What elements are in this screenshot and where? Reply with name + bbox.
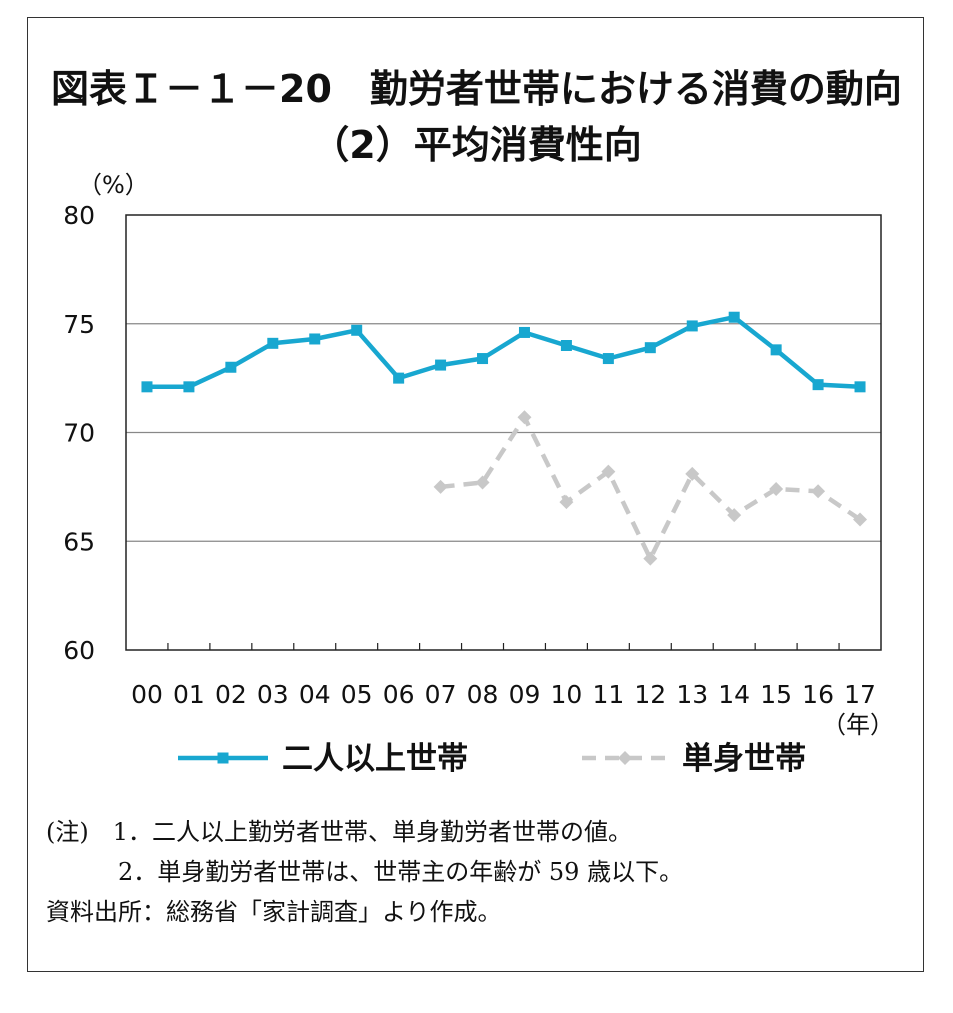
data-point [517, 410, 532, 425]
data-point [727, 508, 742, 523]
x-tick-label: 17 [844, 680, 876, 709]
data-point [433, 479, 448, 494]
y-axis-unit: （%） [78, 171, 149, 199]
data-point [602, 353, 614, 365]
x-tick-label: 15 [760, 680, 792, 709]
series-line-0 [147, 314, 861, 390]
x-tick-label: 00 [131, 680, 163, 709]
data-point [853, 512, 868, 527]
note-line-2: 2．単身勤労者世帯は、世帯主の年齢が 59 歳以下。 [46, 858, 684, 886]
data-point [393, 372, 405, 384]
data-point [518, 326, 530, 338]
x-tick-label: 08 [467, 680, 499, 709]
x-tick-label: 09 [509, 680, 541, 709]
gridlines [126, 323, 881, 542]
data-point [601, 464, 616, 479]
data-point [225, 361, 237, 373]
figure-frame [27, 17, 924, 972]
x-tick-label: 13 [676, 680, 708, 709]
x-tick-label: 16 [802, 680, 834, 709]
x-tick-label: 02 [215, 680, 247, 709]
chart-title: 図表Ｉ－１－20 勤労者世帯における消費の動向 [51, 67, 902, 111]
legend-marker [217, 752, 229, 764]
y-tick-label: 65 [63, 527, 95, 556]
y-tick-label: 60 [63, 636, 95, 665]
series-line-1 [440, 415, 862, 561]
legend-label-0: 二人以上世帯 [282, 741, 468, 777]
data-point [560, 340, 572, 351]
data-point [267, 337, 279, 349]
x-tick-label: 11 [592, 680, 624, 709]
data-point [812, 379, 824, 391]
axis-ticks [167, 643, 840, 650]
chart-subtitle: （2）平均消費性向 [311, 123, 642, 167]
legend-label-1: 単身世帯 [682, 741, 806, 777]
data-point [643, 551, 658, 566]
line-chart: 60 65 70 75 80 00 01 02 03 04 05 06 07 08 09 10 11 12 13 1… [63, 171, 894, 777]
data-point [686, 320, 698, 332]
note-line-1: (注) 1．二人以上勤労者世帯、単身勤労者世帯の値。 [46, 818, 632, 846]
x-axis-unit: （年） [822, 711, 894, 739]
y-axis-tick-labels: 60 65 70 75 80 [63, 201, 95, 665]
x-tick-label: 01 [173, 680, 205, 709]
y-tick-label: 75 [63, 310, 95, 339]
data-point [728, 311, 740, 323]
x-tick-label: 05 [341, 680, 373, 709]
data-point [769, 482, 784, 497]
data-point [770, 344, 782, 356]
x-tick-label: 14 [718, 680, 750, 709]
x-tick-label: 10 [551, 680, 583, 709]
x-tick-label: 07 [425, 680, 457, 709]
data-point [854, 381, 866, 393]
data-point [559, 495, 574, 510]
data-point [477, 353, 489, 365]
x-tick-label: 03 [257, 680, 289, 709]
x-tick-label: 06 [383, 680, 415, 709]
legend: 二人以上世帯 単身世帯 [178, 741, 806, 777]
data-point [435, 359, 447, 371]
series-lines [141, 311, 868, 566]
data-point [685, 466, 700, 481]
y-tick-label: 80 [63, 201, 95, 230]
data-point [811, 484, 826, 499]
y-tick-label: 70 [63, 419, 95, 448]
legend-marker [618, 751, 632, 765]
data-point [309, 333, 321, 345]
x-tick-label: 04 [299, 680, 331, 709]
data-point [183, 381, 195, 393]
x-tick-label: 12 [634, 680, 666, 709]
data-point [644, 342, 656, 354]
data-point [351, 324, 363, 336]
x-axis-tick-labels: 00 01 02 03 04 05 06 07 08 09 10 11 12 13 14 15 16 17 [131, 680, 876, 709]
source-note: 資料出所：総務省「家計調査」より作成。 [46, 898, 502, 926]
data-point [141, 381, 153, 393]
data-point [475, 475, 490, 490]
